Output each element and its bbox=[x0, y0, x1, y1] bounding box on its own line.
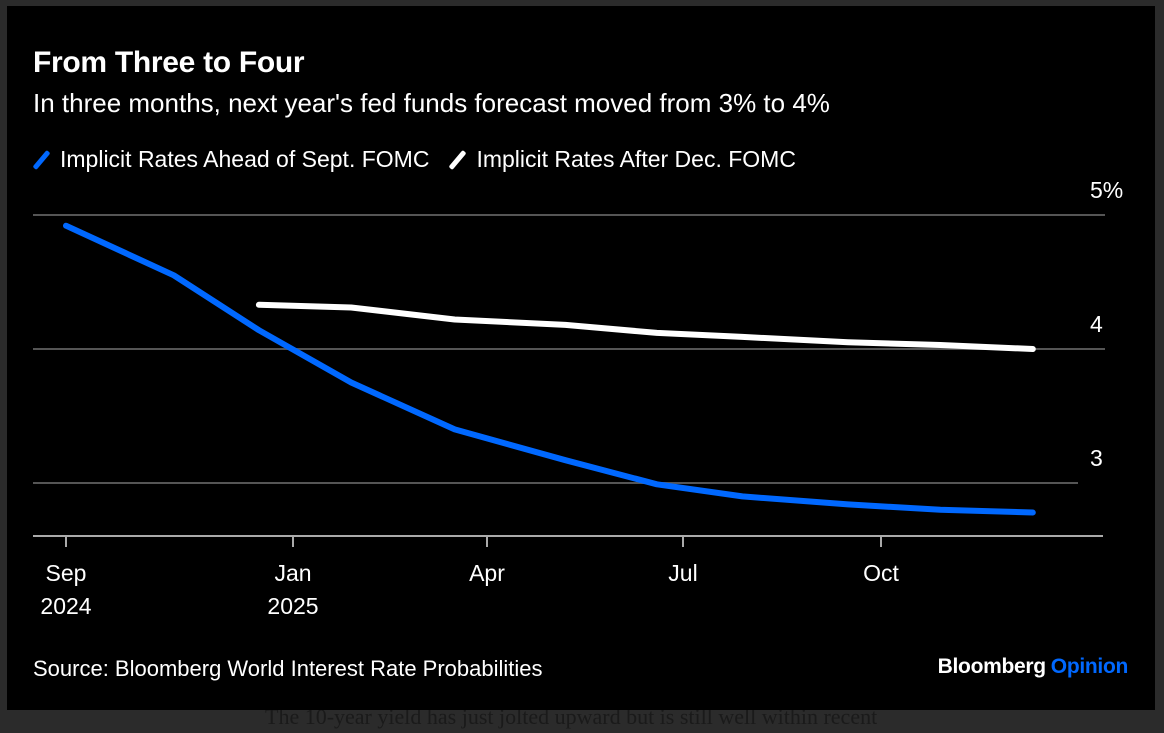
legend-label-dec: Implicit Rates After Dec. FOMC bbox=[476, 146, 796, 172]
legend-label-sept: Implicit Rates Ahead of Sept. FOMC bbox=[60, 146, 430, 172]
series-layer bbox=[63, 222, 1036, 516]
x-tick-label: Sep bbox=[46, 560, 87, 586]
x-tick-sublabel: 2025 bbox=[267, 593, 318, 619]
chart-title: From Three to Four bbox=[33, 46, 305, 79]
x-tick-label: Oct bbox=[863, 560, 899, 586]
chart-subtitle: In three months, next year's fed funds f… bbox=[33, 88, 830, 118]
legend-item-sept: Implicit Rates Ahead of Sept. FOMC bbox=[32, 146, 430, 173]
series-line-sept bbox=[63, 222, 1036, 516]
chart-card: From Three to Four In three months, next… bbox=[7, 6, 1155, 710]
x-tick-label: Apr bbox=[469, 560, 505, 586]
brand-section: Opinion bbox=[1050, 655, 1129, 678]
x-tick-label: Jan bbox=[274, 560, 311, 586]
legend-item-dec: Implicit Rates After Dec. FOMC bbox=[448, 146, 796, 173]
y-tick-label: 3 bbox=[1090, 445, 1103, 471]
plot-area: 5% 4 3 Sep 2024 Jan 2025 Apr Jul Oct bbox=[33, 177, 1123, 619]
axis-layer: 5% 4 3 Sep 2024 Jan 2025 Apr Jul Oct bbox=[33, 177, 1123, 619]
brand-logo: Bloomberg Opinion bbox=[937, 655, 1129, 679]
y-tick-label: 4 bbox=[1090, 311, 1103, 337]
series-line-dec bbox=[255, 301, 1036, 352]
background-article-text: The 10-year yield has just jolted upward… bbox=[265, 706, 878, 729]
x-tick-sublabel: 2024 bbox=[40, 593, 91, 619]
source-note: Source: Bloomberg World Interest Rate Pr… bbox=[33, 656, 543, 681]
y-tick-label: 5% bbox=[1090, 177, 1123, 203]
x-tick-label: Jul bbox=[668, 560, 697, 586]
legend: Implicit Rates Ahead of Sept. FOMC Impli… bbox=[32, 146, 796, 173]
grid-layer bbox=[33, 214, 1105, 484]
brand-name: Bloomberg bbox=[937, 655, 1046, 678]
